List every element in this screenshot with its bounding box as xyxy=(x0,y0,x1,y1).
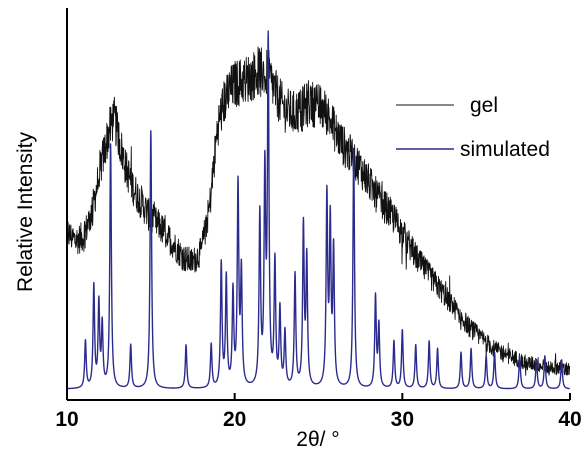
legend-label-simulated: simulated xyxy=(460,138,550,161)
x-tick-label-40: 40 xyxy=(558,408,581,431)
legend-label-gel: gel xyxy=(470,94,498,117)
series-line-simulated xyxy=(67,30,570,390)
y-axis-label: Relative Intensity xyxy=(14,132,37,292)
x-axis-label: 2θ/ ° xyxy=(296,428,339,451)
x-tick-label-30: 30 xyxy=(391,408,414,431)
x-tick-label-10: 10 xyxy=(55,408,78,431)
x-tick-label-20: 20 xyxy=(223,408,246,431)
legend: gel simulated xyxy=(396,94,550,161)
